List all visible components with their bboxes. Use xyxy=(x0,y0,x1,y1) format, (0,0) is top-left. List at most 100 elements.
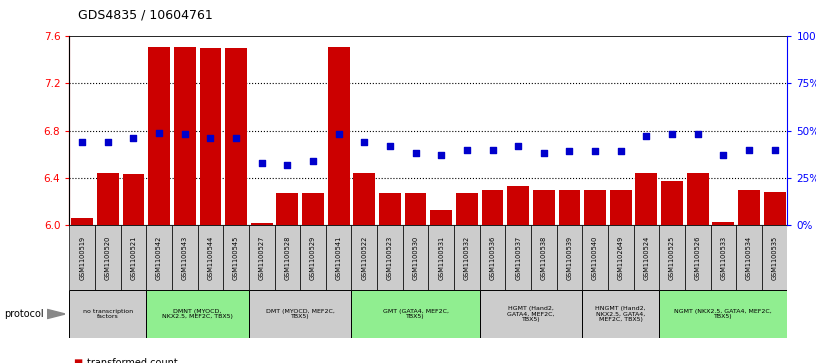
Bar xyxy=(533,190,555,225)
Point xyxy=(435,152,448,158)
Bar xyxy=(584,190,606,225)
Bar xyxy=(583,290,659,338)
Text: GSM1100523: GSM1100523 xyxy=(387,236,393,280)
Bar xyxy=(764,192,786,225)
Bar xyxy=(274,225,300,290)
Point xyxy=(537,150,550,156)
Bar xyxy=(480,225,505,290)
Bar xyxy=(687,173,708,225)
Text: GSM1100534: GSM1100534 xyxy=(746,236,752,280)
Point xyxy=(614,148,628,154)
Text: GMT (GATA4, MEF2C,
TBX5): GMT (GATA4, MEF2C, TBX5) xyxy=(383,309,449,319)
Bar xyxy=(557,225,583,290)
Bar xyxy=(481,190,503,225)
Text: no transcription
factors: no transcription factors xyxy=(82,309,133,319)
Bar xyxy=(377,225,403,290)
Bar xyxy=(224,225,249,290)
Text: GSM1100536: GSM1100536 xyxy=(490,236,495,280)
Bar xyxy=(172,225,197,290)
Bar xyxy=(379,193,401,225)
Bar xyxy=(277,193,298,225)
Point xyxy=(691,131,704,137)
Point xyxy=(76,139,89,145)
Bar xyxy=(146,290,249,338)
Point xyxy=(460,147,473,152)
Bar xyxy=(352,290,480,338)
Text: GSM1100545: GSM1100545 xyxy=(233,236,239,280)
Text: GDS4835 / 10604761: GDS4835 / 10604761 xyxy=(78,9,212,22)
Point xyxy=(255,160,268,166)
Point xyxy=(768,147,781,152)
Bar xyxy=(508,186,529,225)
Bar xyxy=(352,225,377,290)
Bar xyxy=(249,290,352,338)
Text: HGMT (Hand2,
GATA4, MEF2C,
TBX5): HGMT (Hand2, GATA4, MEF2C, TBX5) xyxy=(508,306,555,322)
Bar xyxy=(251,223,273,225)
Text: GSM1100531: GSM1100531 xyxy=(438,236,444,280)
Text: GSM1100541: GSM1100541 xyxy=(335,236,342,280)
Point xyxy=(563,148,576,154)
Point xyxy=(409,150,422,156)
Bar xyxy=(69,225,95,290)
Text: GSM1100533: GSM1100533 xyxy=(721,236,726,280)
Bar xyxy=(531,225,557,290)
Bar xyxy=(174,47,196,225)
Bar xyxy=(326,225,352,290)
Bar xyxy=(608,225,633,290)
Point xyxy=(640,134,653,139)
Bar xyxy=(633,225,659,290)
Point xyxy=(384,143,397,149)
Bar xyxy=(610,190,632,225)
Text: GSM1100530: GSM1100530 xyxy=(413,236,419,280)
Bar xyxy=(122,174,144,225)
Bar xyxy=(300,225,326,290)
Text: GSM1100529: GSM1100529 xyxy=(310,236,316,280)
Bar xyxy=(454,225,480,290)
Bar xyxy=(249,225,274,290)
Point xyxy=(743,147,756,152)
Point xyxy=(666,131,679,137)
Bar xyxy=(661,182,683,225)
Text: GSM1100520: GSM1100520 xyxy=(104,236,111,280)
Text: GSM1100542: GSM1100542 xyxy=(156,236,162,280)
Text: GSM1100535: GSM1100535 xyxy=(772,236,778,280)
Bar xyxy=(659,290,787,338)
Bar xyxy=(583,225,608,290)
Bar xyxy=(480,290,583,338)
Text: GSM1100519: GSM1100519 xyxy=(79,236,85,280)
Bar xyxy=(146,225,172,290)
Text: GSM1100528: GSM1100528 xyxy=(284,236,290,280)
Bar xyxy=(149,47,170,225)
Text: NGMT (NKX2.5, GATA4, MEF2C,
TBX5): NGMT (NKX2.5, GATA4, MEF2C, TBX5) xyxy=(675,309,772,319)
Text: HNGMT (Hand2,
NKX2.5, GATA4,
MEF2C, TBX5): HNGMT (Hand2, NKX2.5, GATA4, MEF2C, TBX5… xyxy=(596,306,646,322)
Point xyxy=(357,139,370,145)
Bar xyxy=(353,173,375,225)
Bar xyxy=(328,47,349,225)
Text: GSM1100522: GSM1100522 xyxy=(361,236,367,280)
Text: GSM1100525: GSM1100525 xyxy=(669,236,675,280)
Text: GSM1100524: GSM1100524 xyxy=(643,236,650,280)
Bar xyxy=(199,48,221,225)
Bar xyxy=(636,173,657,225)
Text: GSM1100539: GSM1100539 xyxy=(566,236,573,280)
Bar xyxy=(403,225,428,290)
Text: DMNT (MYOCD,
NKX2.5, MEF2C, TBX5): DMNT (MYOCD, NKX2.5, MEF2C, TBX5) xyxy=(162,309,233,319)
Text: GSM1100538: GSM1100538 xyxy=(541,236,547,280)
Bar xyxy=(430,210,452,225)
Bar xyxy=(685,225,711,290)
Text: DMT (MYOCD, MEF2C,
TBX5): DMT (MYOCD, MEF2C, TBX5) xyxy=(266,309,335,319)
Bar xyxy=(736,225,762,290)
Point xyxy=(512,143,525,149)
Point xyxy=(178,131,191,137)
Bar xyxy=(558,190,580,225)
Bar xyxy=(69,290,146,338)
Point xyxy=(716,152,730,158)
Point xyxy=(332,131,345,137)
Text: GSM1100521: GSM1100521 xyxy=(131,236,136,280)
Bar xyxy=(659,225,685,290)
Point xyxy=(101,139,114,145)
Bar xyxy=(505,225,531,290)
Text: GSM1100527: GSM1100527 xyxy=(259,236,264,280)
Point xyxy=(486,147,499,152)
Bar xyxy=(121,225,146,290)
